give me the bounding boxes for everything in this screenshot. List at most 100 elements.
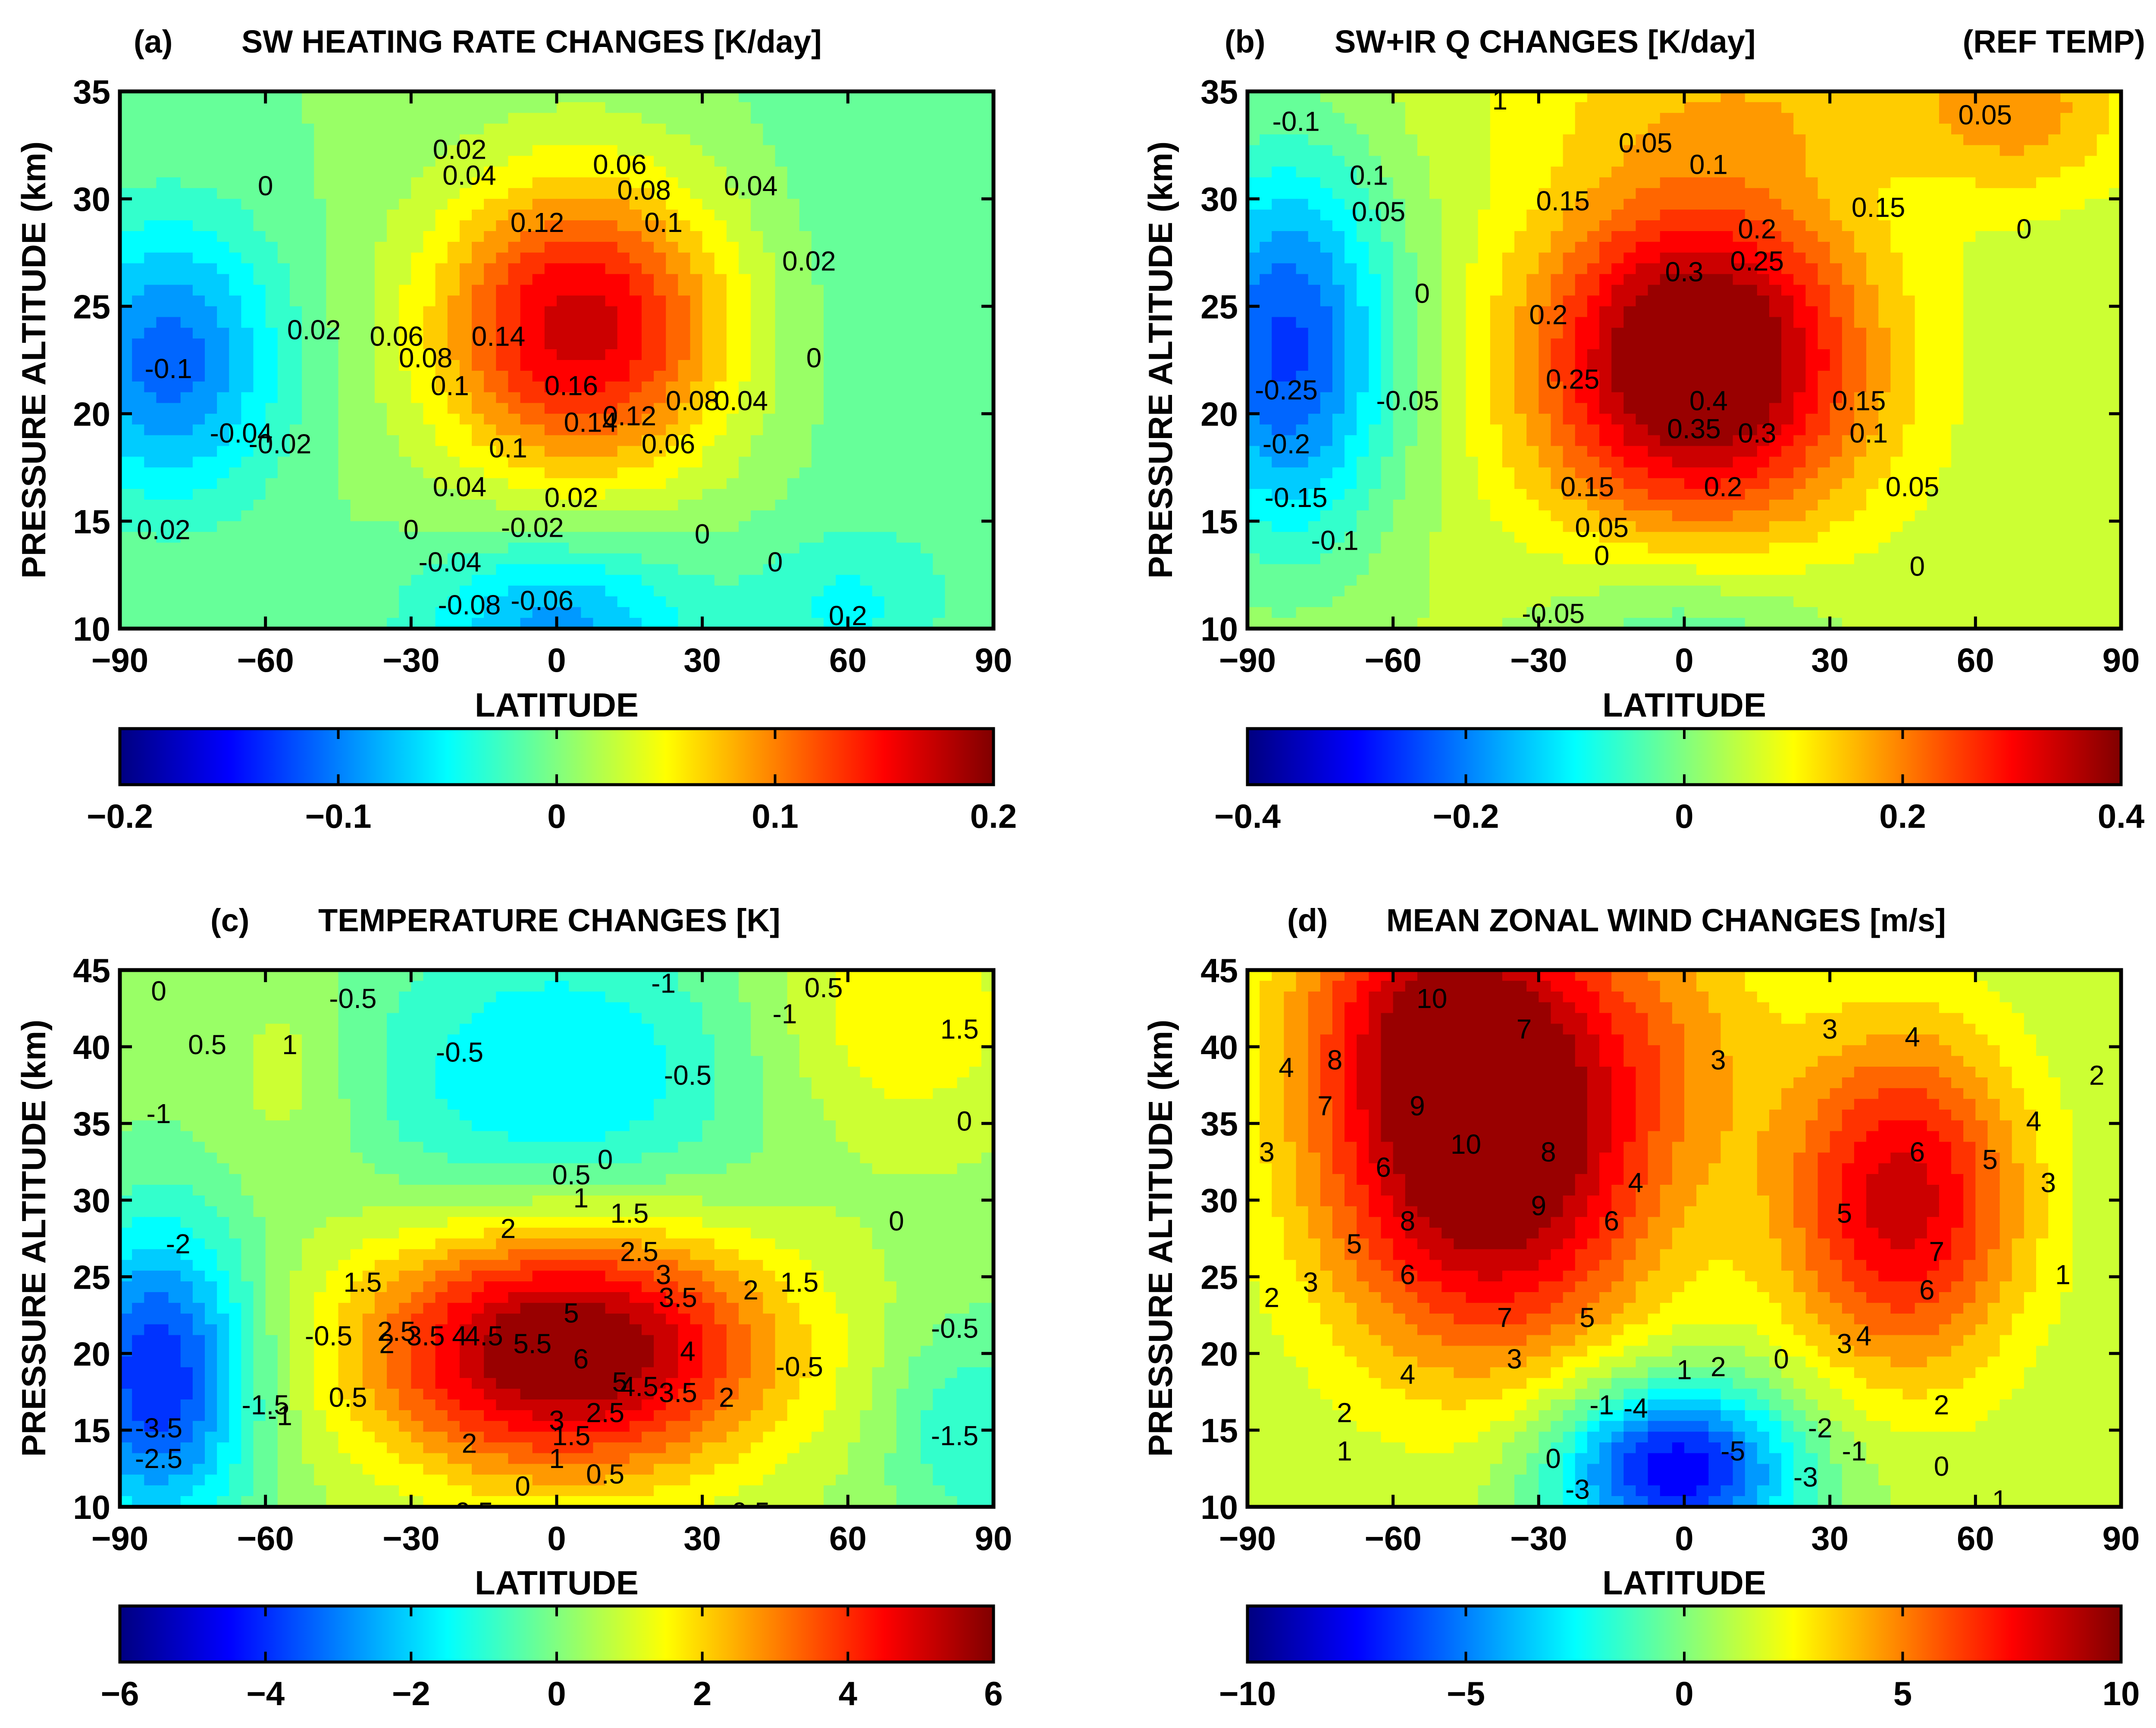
heatmap-cell bbox=[957, 532, 970, 543]
heatmap-cell bbox=[132, 349, 145, 360]
heatmap-cell bbox=[350, 446, 363, 457]
heatmap-cell bbox=[1684, 177, 1697, 189]
heatmap-cell bbox=[1805, 177, 1818, 189]
heatmap-cell bbox=[593, 499, 606, 511]
heatmap-cell bbox=[447, 478, 460, 489]
heatmap-cell bbox=[1842, 188, 1855, 200]
heatmap-cell bbox=[666, 542, 679, 554]
heatmap-cell bbox=[860, 102, 873, 113]
heatmap-cell bbox=[921, 210, 934, 221]
heatmap-cell bbox=[945, 435, 958, 447]
heatmap-cell bbox=[508, 145, 521, 157]
heatmap-cell bbox=[1284, 123, 1297, 135]
heatmap-cell bbox=[1272, 134, 1285, 146]
heatmap-cell bbox=[459, 338, 472, 350]
heatmap-cell bbox=[1878, 145, 1891, 157]
heatmap-cell bbox=[168, 263, 181, 275]
heatmap-cell bbox=[775, 349, 788, 360]
heatmap-cell bbox=[981, 220, 993, 232]
heatmap-cell bbox=[1636, 123, 1648, 135]
heatmap-cell bbox=[217, 607, 230, 618]
heatmap-cell bbox=[387, 156, 400, 167]
heatmap-cell bbox=[921, 252, 934, 264]
heatmap-cell bbox=[848, 145, 861, 157]
heatmap-cell bbox=[933, 113, 946, 124]
heatmap-cell bbox=[981, 252, 993, 264]
heatmap-cell bbox=[581, 210, 594, 221]
colorbar-tick-label: 0.2 bbox=[970, 797, 1017, 835]
heatmap-cell bbox=[1369, 156, 1382, 167]
heatmap-cell bbox=[544, 553, 557, 565]
heatmap-cell bbox=[1890, 210, 1903, 221]
heatmap-cell bbox=[314, 134, 327, 146]
heatmap-cell bbox=[629, 413, 642, 425]
heatmap-cell bbox=[374, 177, 387, 189]
heatmap-cell bbox=[945, 145, 958, 157]
heatmap-cell bbox=[374, 478, 387, 489]
heatmap-cell bbox=[848, 295, 861, 307]
heatmap-cell bbox=[265, 188, 278, 200]
heatmap-cell bbox=[180, 263, 193, 275]
heatmap-cell bbox=[289, 413, 302, 425]
heatmap-cell bbox=[192, 403, 205, 414]
heatmap-cell bbox=[702, 145, 715, 157]
heatmap-cell bbox=[799, 521, 812, 532]
heatmap-cell bbox=[945, 274, 958, 285]
heatmap-cell bbox=[641, 467, 655, 479]
heatmap-cell bbox=[945, 102, 958, 113]
heatmap-cell bbox=[787, 145, 800, 157]
heatmap-cell bbox=[508, 360, 521, 371]
heatmap-cell bbox=[690, 145, 703, 157]
heatmap-cell bbox=[374, 145, 387, 157]
heatmap-cell bbox=[217, 499, 230, 511]
heatmap-cell bbox=[1393, 145, 1406, 157]
heatmap-cell bbox=[253, 113, 266, 124]
heatmap-cell bbox=[132, 532, 145, 543]
heatmap-cell bbox=[326, 156, 339, 167]
heatmap-cell bbox=[423, 241, 436, 253]
heatmap-cell bbox=[544, 274, 557, 285]
heatmap-cell bbox=[472, 123, 485, 135]
heatmap-cell bbox=[435, 252, 448, 264]
heatmap-cell bbox=[751, 338, 764, 350]
heatmap-cell bbox=[1284, 102, 1297, 113]
heatmap-cell bbox=[1915, 177, 1927, 189]
heatmap-cell bbox=[763, 241, 776, 253]
heatmap-cell bbox=[1466, 252, 1479, 264]
heatmap-cell bbox=[411, 166, 424, 178]
heatmap-cell bbox=[302, 123, 315, 135]
heatmap-cell bbox=[763, 252, 776, 264]
heatmap-cell bbox=[957, 435, 970, 447]
heatmap-cell bbox=[253, 575, 266, 586]
heatmap-cell bbox=[1902, 210, 1915, 221]
heatmap-cell bbox=[1260, 123, 1272, 135]
heatmap-cell bbox=[811, 532, 824, 543]
heatmap-cell bbox=[2072, 156, 2085, 167]
heatmap-cell bbox=[435, 403, 448, 414]
heatmap-cell bbox=[484, 188, 497, 200]
heatmap-cell bbox=[739, 210, 752, 221]
heatmap-cell bbox=[374, 403, 387, 414]
heatmap-cell bbox=[848, 435, 861, 447]
heatmap-cell bbox=[520, 338, 533, 350]
heatmap-cell bbox=[192, 166, 205, 178]
heatmap-cell bbox=[520, 457, 533, 468]
heatmap-cell bbox=[217, 220, 230, 232]
heatmap-cell bbox=[690, 156, 703, 167]
heatmap-cell bbox=[969, 542, 982, 554]
heatmap-cell bbox=[884, 285, 897, 296]
heatmap-cell bbox=[739, 575, 752, 586]
heatmap-cell bbox=[811, 521, 824, 532]
heatmap-cell bbox=[909, 156, 921, 167]
heatmap-cell bbox=[1344, 231, 1357, 242]
heatmap-cell bbox=[969, 134, 982, 146]
heatmap-cell bbox=[1332, 156, 1345, 167]
heatmap-cell bbox=[338, 199, 351, 210]
heatmap-cell bbox=[277, 156, 290, 167]
heatmap-cell bbox=[1696, 231, 1709, 242]
heatmap-cell bbox=[824, 392, 837, 404]
heatmap-cell bbox=[2036, 199, 2049, 210]
heatmap-cell bbox=[1951, 231, 1964, 242]
heatmap-cell bbox=[132, 188, 145, 200]
heatmap-cell bbox=[192, 231, 205, 242]
